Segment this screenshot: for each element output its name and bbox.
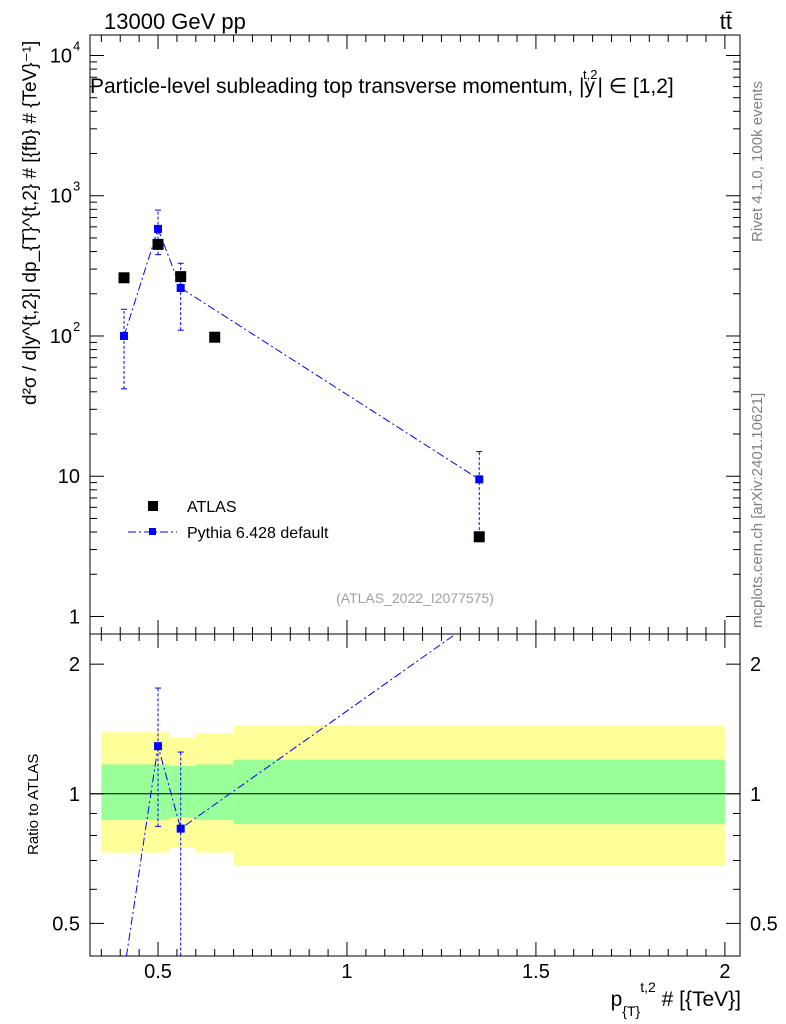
- energy-label: 13000 GeV pp: [104, 9, 246, 34]
- chart-title-tail: | ∈ [1,2]: [597, 75, 673, 98]
- legend-marker-pythia: [149, 528, 156, 535]
- stat-uncertainty-band: [169, 766, 196, 818]
- process-label: tt̄: [720, 9, 732, 34]
- rivet-label: Rivet 4.1.0, 100k events: [749, 81, 766, 242]
- legend-label-atlas: ATLAS: [187, 499, 237, 516]
- ratio-y-axis-label: Ratio to ATLAS: [25, 754, 42, 855]
- ratio-panel: 0.5 0.5 1 1 2 2 0.5 1 1.5 2 Ratio to ATLAS p{T}t…: [25, 633, 778, 1019]
- main-series: [118, 209, 485, 543]
- uncertainty-bands: [101, 725, 725, 866]
- source-label: mcplots.cern.ch [arXiv:2401.10621]: [749, 393, 766, 628]
- x-tick-label: 1: [341, 961, 352, 983]
- x-axis-label-sup: t,2: [640, 979, 656, 995]
- legend-marker-atlas: [148, 501, 158, 511]
- pythia-point: [120, 331, 129, 340]
- legend-label-pythia: Pythia 6.428 default: [187, 525, 329, 542]
- ratio-y-tick-label: 2: [69, 654, 80, 676]
- main-y-tick-label: 1: [69, 606, 80, 628]
- x-axis-label-sub: {T}: [622, 1003, 640, 1019]
- pythia-line: [123, 227, 480, 480]
- chart-title-sup: t,2: [583, 67, 597, 82]
- x-tick-label: 1.5: [522, 961, 550, 983]
- chart-title-y: y: [585, 75, 596, 98]
- ratio-y-tick-labels: 0.5 0.5 1 1 2 2: [52, 654, 778, 935]
- ratio-line: [125, 634, 457, 956]
- stat-uncertainty-band: [101, 764, 170, 820]
- ratio-point: [176, 824, 185, 833]
- atlas-point: [209, 331, 221, 343]
- atlas-point: [152, 238, 164, 250]
- main-y-tick-exponent: 4: [73, 38, 80, 53]
- pythia-point: [154, 224, 163, 233]
- atlas-point: [473, 531, 485, 543]
- stat-uncertainty-band: [233, 759, 725, 825]
- x-tick-label: 2: [719, 961, 730, 983]
- stat-uncertainty-band: [195, 764, 234, 820]
- main-y-tick-label: 10: [50, 186, 72, 208]
- ratio-y-tick-label-right: 2: [750, 654, 761, 676]
- x-tick-label: 0.5: [144, 961, 172, 983]
- x-tick-labels: 0.5 1 1.5 2: [144, 961, 730, 983]
- ratio-y-tick-label: 1: [69, 784, 80, 806]
- atlas-point: [118, 272, 130, 284]
- ratio-axis-ticks: [90, 634, 740, 956]
- ratio-y-tick-label: 0.5: [52, 913, 80, 935]
- watermark: (ATLAS_2022_I2077575): [336, 590, 494, 606]
- x-axis-label-tail: # [{TeV}]: [656, 988, 741, 1011]
- main-y-tick-label: 10: [50, 45, 72, 67]
- main-y-tick-label: 10: [50, 326, 72, 348]
- main-y-tick-exponent: 3: [73, 179, 80, 194]
- pythia-point: [475, 475, 484, 484]
- ratio-series: [125, 634, 457, 956]
- chart-title-main: Particle-level subleading top transverse…: [90, 75, 585, 98]
- main-y-tick-exponent: 2: [73, 319, 80, 334]
- x-axis-label: p{T}t,2 # [{TeV}]: [611, 979, 741, 1019]
- pythia-point: [176, 283, 185, 292]
- chart-title: Particle-level subleading top transverse…: [90, 67, 674, 98]
- main-y-axis-label: d²σ / d|y^{t,2}| dp_{T}^{t,2} # [{fb} # …: [20, 41, 41, 405]
- main-frame: [89, 34, 741, 635]
- legend: ATLAS Pythia 6.428 default: [128, 499, 329, 542]
- ratio-frame: [89, 633, 741, 957]
- main-axis-ticks: [90, 35, 740, 634]
- ratio-y-tick-label-right: 1: [750, 784, 761, 806]
- ratio-point: [154, 742, 163, 751]
- ratio-y-tick-label-right: 0.5: [750, 913, 778, 935]
- x-axis-label-main: p: [611, 988, 623, 1011]
- main-y-tick-label: 10: [58, 466, 80, 488]
- atlas-point: [175, 271, 187, 283]
